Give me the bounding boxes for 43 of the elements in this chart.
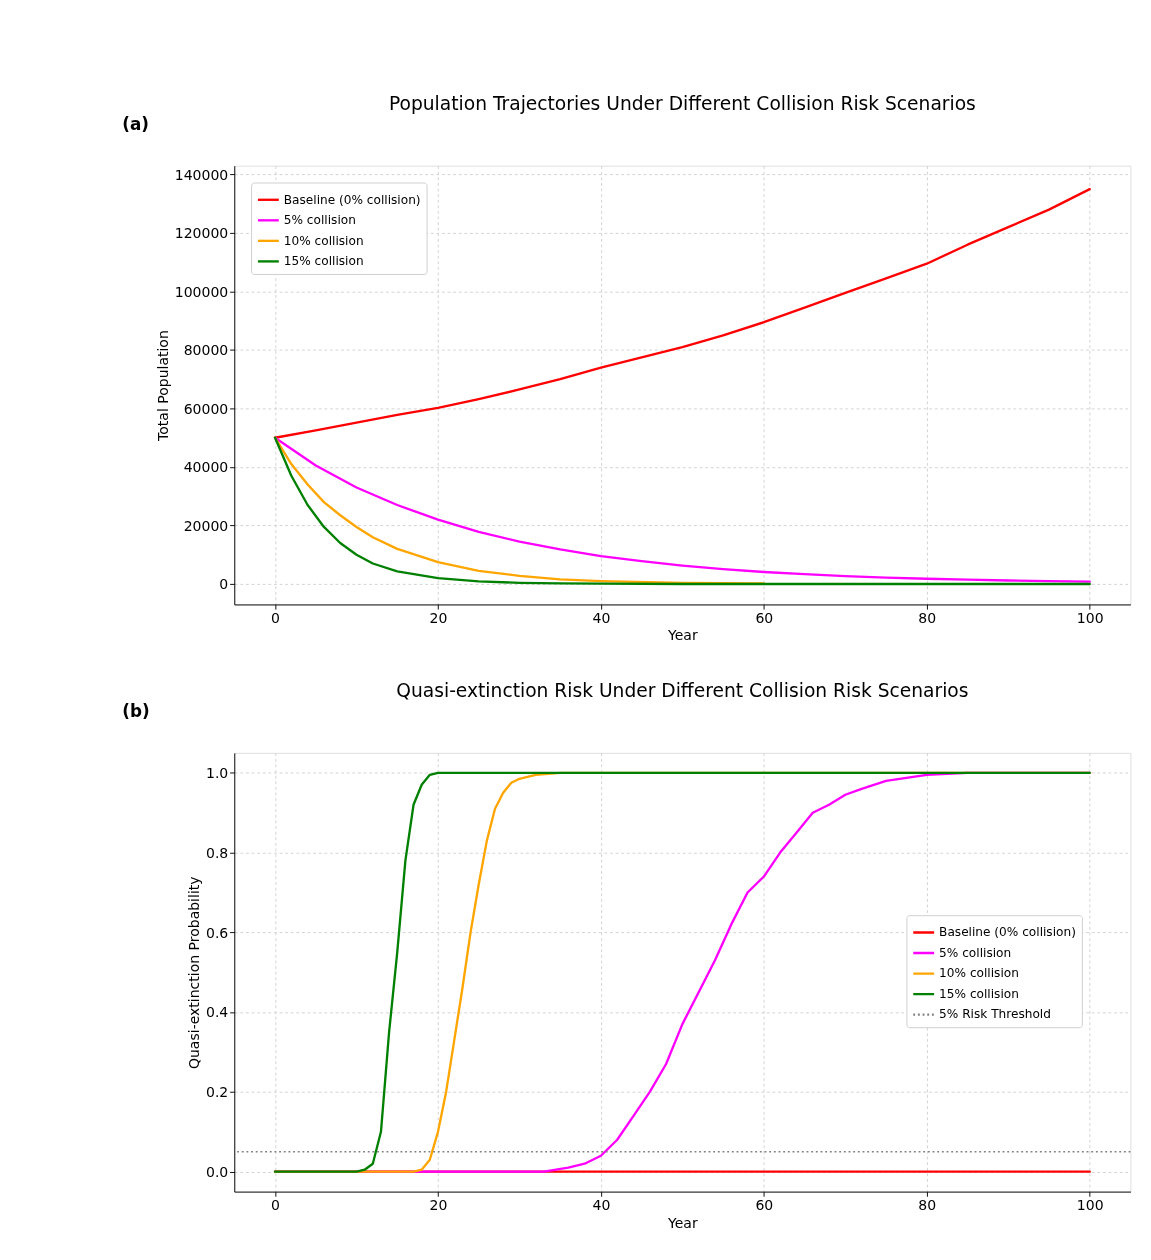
- y-tick-label: 120000: [174, 225, 229, 242]
- x-tick-label: 60: [755, 1196, 774, 1213]
- legend-label: 5% collision: [283, 213, 356, 228]
- x-tick-label: 80: [918, 609, 937, 626]
- y-tick-label: 0.2: [205, 1084, 229, 1101]
- y-tick-label: 60000: [183, 400, 229, 417]
- x-axis-title: Year: [667, 627, 698, 644]
- x-tick-label: 0: [271, 609, 280, 626]
- chart-title: Quasi-extinction Risk Under Different Collision Risk Scenarios: [396, 679, 969, 701]
- x-tick-label: 60: [755, 609, 774, 626]
- x-tick-label: 80: [918, 1196, 937, 1213]
- y-tick-label: 1.0: [205, 764, 229, 781]
- y-tick-label: 80000: [183, 342, 229, 359]
- legend-label: Baseline (0% collision): [283, 192, 421, 207]
- y-tick-label: 0.6: [205, 924, 229, 941]
- legend-label: 10% collision: [939, 966, 1019, 981]
- y-tick-label: 100000: [174, 283, 229, 300]
- x-tick-label: 100: [1076, 1196, 1104, 1213]
- y-axis-title: Quasi-extinction Probability: [186, 876, 203, 1070]
- y-tick-label: 140000: [174, 166, 229, 183]
- legend-label: 5% Risk Threshold: [939, 1007, 1051, 1022]
- x-tick-label: 20: [429, 1196, 448, 1213]
- y-tick-label: 0: [219, 576, 229, 593]
- x-tick-label: 0: [271, 1196, 280, 1213]
- text: (a): [122, 114, 149, 135]
- y-tick-label: 0.0: [205, 1163, 229, 1180]
- text: (b): [122, 701, 150, 722]
- legend-label: 5% collision: [939, 945, 1012, 960]
- x-tick-label: 40: [592, 609, 611, 626]
- legend-label: 10% collision: [283, 233, 364, 248]
- y-tick-label: 0.4: [205, 1004, 229, 1021]
- x-axis-title: Year: [667, 1214, 698, 1231]
- x-tick-label: 40: [592, 1196, 611, 1213]
- y-tick-label: 20000: [183, 517, 229, 534]
- legend-label: 15% collision: [283, 254, 364, 269]
- y-tick-label: 0.8: [205, 844, 229, 861]
- y-axis-title: Total Population: [155, 330, 172, 442]
- x-tick-label: 100: [1076, 609, 1104, 626]
- chart-title: Population Trajectories Under Different Collision Risk Scenarios: [388, 92, 976, 114]
- x-tick-label: 20: [429, 609, 448, 626]
- y-tick-label: 40000: [183, 459, 229, 476]
- legend-label: 15% collision: [939, 986, 1019, 1001]
- legend-label: Baseline (0% collision): [939, 925, 1076, 940]
